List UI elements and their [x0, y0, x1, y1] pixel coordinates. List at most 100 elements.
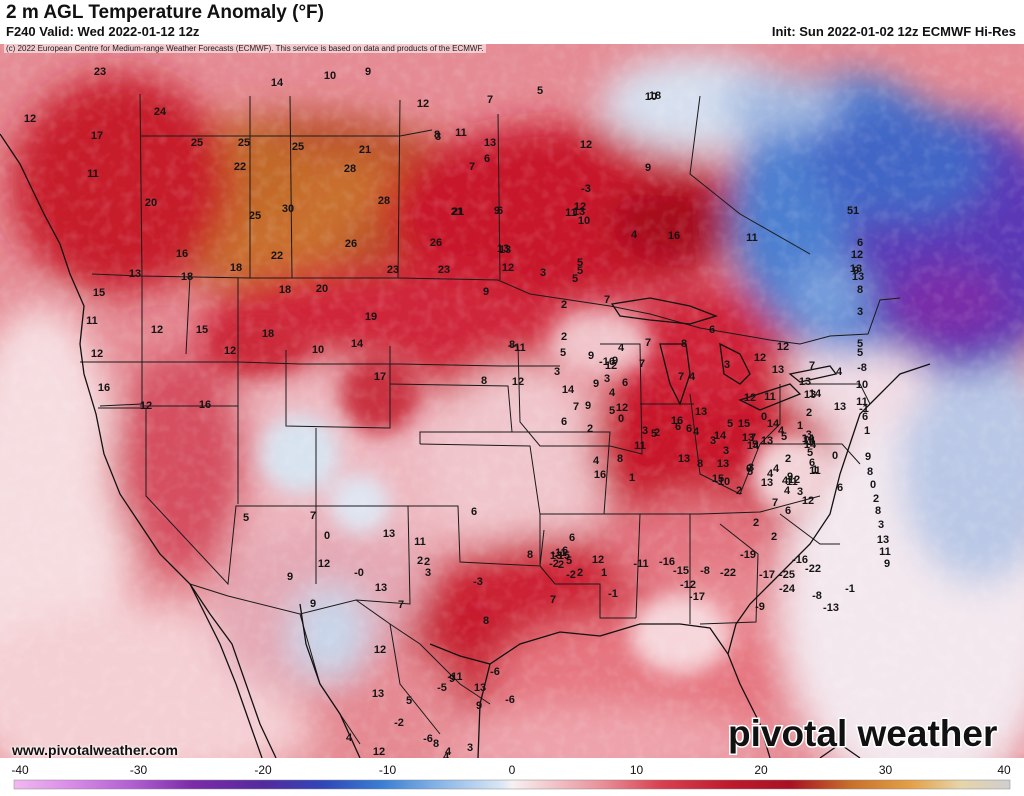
anomaly-value: 7 — [645, 337, 651, 349]
anomaly-value: -15 — [673, 565, 689, 577]
anomaly-value: 2 — [561, 299, 567, 311]
anomaly-value: -16 — [599, 356, 615, 368]
anomaly-value: 10 — [718, 476, 730, 488]
init-time: Init: Sun 2022-01-02 12z ECMWF Hi-Res — [771, 24, 1016, 39]
anomaly-value: 7 — [678, 371, 684, 383]
anomaly-value: -2 — [549, 558, 559, 570]
anomaly-value: 16 — [668, 230, 680, 242]
anomaly-value: 13 — [372, 688, 384, 700]
anomaly-value: 12 — [318, 558, 330, 570]
colorbar-scale — [13, 779, 1011, 790]
anomaly-value: 12 — [373, 746, 385, 758]
anomaly-value: 21 — [451, 206, 463, 218]
anomaly-value: 6 — [484, 153, 490, 165]
anomaly-value: 18 — [181, 271, 193, 283]
anomaly-value: 12 — [744, 392, 756, 404]
anomaly-value: 8 — [527, 549, 533, 561]
anomaly-value: 18 — [279, 284, 291, 296]
anomaly-value: 14 — [803, 435, 816, 447]
anomaly-value: 0 — [870, 479, 876, 491]
anomaly-value: 8 — [697, 458, 703, 470]
anomaly-value: 6 — [622, 377, 628, 389]
anomaly-value: 9 — [865, 451, 871, 463]
anomaly-value: 6 — [686, 423, 692, 435]
anomaly-value: 7 — [809, 360, 815, 372]
anomaly-value: -2 — [394, 717, 404, 729]
anomaly-value: 3 — [724, 359, 730, 371]
anomaly-value: 9 — [787, 471, 793, 483]
colorbar-tick-label: 10 — [630, 763, 644, 777]
colorbar-tick-label: -30 — [130, 763, 148, 777]
anomaly-value: -1 — [845, 583, 855, 595]
anomaly-value: 7 — [469, 161, 475, 173]
anomaly-value: 14 — [767, 418, 780, 430]
anomaly-value: -19 — [740, 549, 756, 561]
anomaly-value: 16 — [199, 399, 211, 411]
anomaly-value: 9 — [310, 598, 316, 610]
anomaly-value: 2 — [587, 423, 593, 435]
anomaly-value: 9 — [884, 558, 890, 570]
anomaly-value: -8 — [812, 590, 822, 602]
colorbar-tick-label: 20 — [754, 763, 768, 777]
anomaly-value: 20 — [316, 283, 328, 295]
anomaly-value: 8 — [481, 375, 487, 387]
anomaly-value: 14 — [271, 77, 284, 89]
anomaly-value: -22 — [720, 567, 736, 579]
anomaly-value: 9 — [365, 66, 371, 78]
anomaly-value: 22 — [271, 250, 283, 262]
anomaly-value: 5 — [847, 205, 853, 217]
anomaly-value: 2 — [561, 331, 567, 343]
anomaly-value: 1 — [853, 205, 859, 217]
anomaly-value: 4 — [443, 751, 450, 758]
anomaly-value: 12 — [417, 98, 429, 110]
site-url[interactable]: www.pivotalweather.com — [12, 742, 178, 758]
anomaly-value: 2 — [785, 453, 791, 465]
anomaly-value: 14 — [804, 439, 817, 451]
anomaly-value: 26 — [345, 238, 357, 250]
anomaly-value: 6 — [569, 532, 575, 544]
anomaly-value: 6 — [709, 324, 715, 336]
anomaly-value: 12 — [592, 554, 604, 566]
anomaly-value: 3 — [425, 567, 431, 579]
colorbar-tick-label: -20 — [254, 763, 272, 777]
anomaly-value: 13 — [497, 243, 509, 255]
anomaly-value: -11 — [447, 671, 462, 683]
anomaly-value: 5 — [807, 447, 813, 459]
anomaly-value: -3 — [473, 576, 483, 588]
anomaly-value: 10 — [645, 91, 657, 103]
anomaly-value: 3 — [540, 267, 546, 279]
anomaly-value: 9 — [588, 350, 594, 362]
anomaly-value: 13 — [129, 268, 141, 280]
anomaly-value: 25 — [249, 210, 261, 222]
anomaly-value: 6 — [857, 237, 863, 249]
anomaly-value: 7 — [573, 401, 579, 413]
anomaly-value: 2 — [577, 567, 583, 579]
anomaly-value: -17 — [759, 569, 775, 581]
anomaly-value: 4 — [773, 463, 780, 475]
anomaly-value: 16 — [98, 382, 110, 394]
anomaly-value: 13 — [695, 406, 707, 418]
colorbar-tick-label: 0 — [509, 763, 516, 777]
anomaly-value: -3 — [802, 429, 812, 441]
anomaly-value: -16 — [792, 554, 808, 566]
anomaly-value: -6 — [505, 694, 515, 706]
anomaly-value: 6 — [675, 421, 681, 433]
anomaly-value: 8 — [617, 453, 623, 465]
anomaly-value: 1 — [601, 567, 607, 579]
anomaly-value: 5 — [609, 405, 615, 417]
anomaly-value: 28 — [344, 163, 356, 175]
anomaly-value: 1 — [629, 472, 635, 484]
anomaly-value: 3 — [467, 742, 473, 754]
field-texture — [0, 44, 1024, 758]
anomaly-value: 8 — [867, 466, 873, 478]
anomaly-value: 2 — [736, 485, 742, 497]
political-borders — [80, 93, 901, 745]
anomaly-value: 11 — [856, 396, 868, 408]
anomaly-value: 9 — [476, 700, 482, 712]
anomaly-value: -12 — [680, 579, 696, 591]
anomaly-value: 5 — [566, 555, 572, 567]
valid-time: F240 Valid: Wed 2022-01-12 12z — [6, 24, 200, 39]
anomaly-value: 4 — [346, 732, 353, 744]
anomaly-value: 3 — [642, 425, 648, 437]
